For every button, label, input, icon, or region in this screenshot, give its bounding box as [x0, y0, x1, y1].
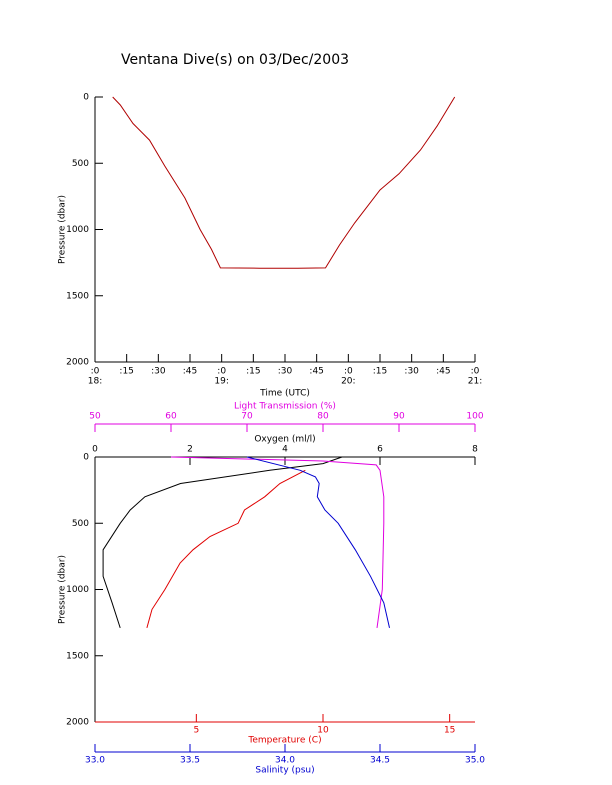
x-axis-label: Time (UTC) [259, 389, 310, 399]
x-tick-label: :30 [151, 367, 166, 377]
x-tick-label: 4 [282, 445, 288, 455]
x-tick-label: 35.0 [465, 756, 485, 766]
y-tick-label: 2000 [66, 718, 89, 728]
x-tick-label: :30 [278, 367, 293, 377]
x-hour-label: 20: [341, 377, 355, 387]
x-tick-label: 33.5 [180, 756, 200, 766]
x-tick-label: :15 [119, 367, 133, 377]
y-tick-label: 1000 [66, 225, 89, 235]
x-tick-label: 70 [241, 412, 253, 422]
x-tick-label: 33.0 [85, 756, 105, 766]
x-axis-label: Light Transmission (%) [234, 402, 336, 412]
x-tick-label: :0 [217, 367, 226, 377]
x-tick-label: 15 [444, 726, 455, 736]
x-axis-label: Temperature (C) [247, 736, 321, 746]
y-tick-label: 1500 [66, 291, 89, 301]
x-hour-label: 19: [214, 377, 228, 387]
x-tick-label: :45 [183, 367, 197, 377]
x-tick-label: 2 [187, 445, 193, 455]
x-axis-label: Oxygen (ml/l) [254, 435, 315, 445]
profile-line [102, 456, 343, 629]
dive-line [112, 96, 456, 269]
y-axis-label: Pressure (dbar) [58, 555, 68, 624]
y-tick-label: 500 [72, 519, 89, 529]
y-axis-label: Pressure (dbar) [58, 195, 68, 264]
x-tick-label: 8 [472, 445, 478, 455]
y-tick-label: 0 [83, 453, 89, 463]
x-tick-label: 34.5 [370, 756, 390, 766]
x-tick-label: 90 [393, 412, 405, 422]
x-tick-label: :0 [471, 367, 480, 377]
x-tick-label: :45 [436, 367, 450, 377]
x-tick-label: :15 [373, 367, 387, 377]
x-tick-label: :30 [404, 367, 419, 377]
x-tick-label: 0 [92, 445, 98, 455]
chart-title: Ventana Dive(s) on 03/Dec/2003 [121, 52, 349, 68]
x-tick-label: :0 [91, 367, 100, 377]
x-tick-label: :0 [344, 367, 353, 377]
x-tick-label: 10 [317, 726, 329, 736]
x-hour-label: 21: [468, 377, 482, 387]
x-tick-label: :15 [246, 367, 260, 377]
y-tick-label: 1500 [66, 651, 89, 661]
y-tick-label: 0 [83, 93, 89, 103]
x-tick-label: 6 [377, 445, 383, 455]
y-tick-label: 2000 [66, 358, 89, 368]
profile-line [146, 469, 306, 629]
x-axis-label: Salinity (psu) [255, 766, 314, 776]
x-tick-label: 34.0 [275, 756, 295, 766]
x-tick-label: 60 [165, 412, 177, 422]
x-hour-label: 18: [88, 377, 102, 387]
x-tick-label: 5 [193, 726, 199, 736]
y-tick-label: 500 [72, 159, 89, 169]
x-tick-label: 80 [317, 412, 329, 422]
x-tick-label: :45 [309, 367, 323, 377]
profile-line [170, 456, 385, 628]
x-tick-label: 50 [89, 412, 101, 422]
x-tick-label: 100 [466, 412, 483, 422]
profile-line [246, 456, 390, 629]
y-tick-label: 1000 [66, 585, 89, 595]
